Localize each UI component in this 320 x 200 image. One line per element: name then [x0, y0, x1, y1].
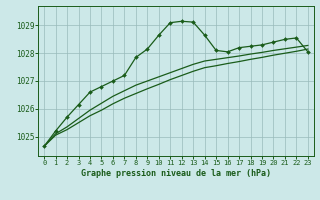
X-axis label: Graphe pression niveau de la mer (hPa): Graphe pression niveau de la mer (hPa): [81, 169, 271, 178]
